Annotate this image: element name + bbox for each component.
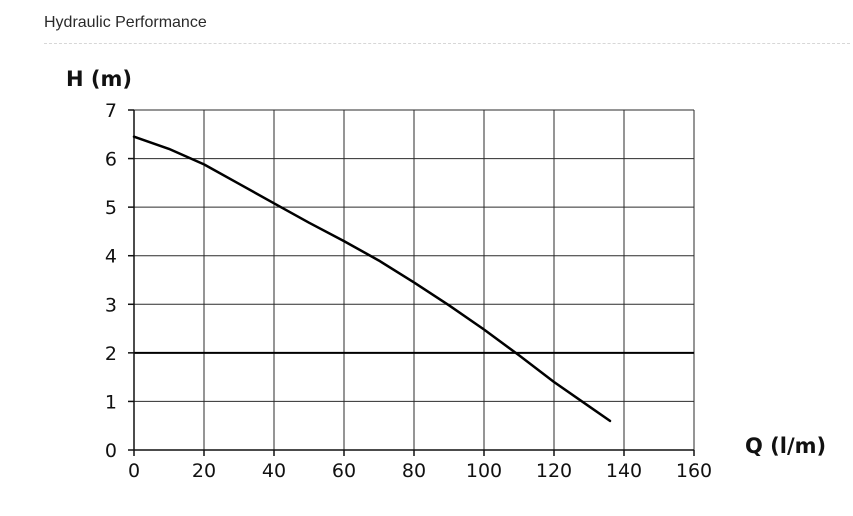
y-tick-label: 0 xyxy=(105,440,117,462)
x-tick-label: 140 xyxy=(606,460,642,482)
curve-layer xyxy=(132,135,612,423)
section-title: Hydraulic Performance xyxy=(44,14,207,31)
y-tick-label: 3 xyxy=(105,294,117,316)
y-tick-label: 5 xyxy=(105,197,117,219)
x-tick-label: 100 xyxy=(466,460,502,482)
x-tick-label: 0 xyxy=(128,460,140,482)
section-divider xyxy=(44,43,850,44)
x-axis-label: Q (l/m) xyxy=(745,434,826,458)
x-tick-label: 60 xyxy=(332,460,356,482)
performance-curve xyxy=(132,135,612,423)
x-tick-label: 80 xyxy=(402,460,426,482)
y-tick-label: 2 xyxy=(105,343,117,365)
y-axis-label: H (m) xyxy=(66,67,132,91)
x-tick-label: 120 xyxy=(536,460,572,482)
y-tick-label: 1 xyxy=(105,391,117,413)
y-tick-label: 7 xyxy=(105,100,117,122)
x-tick-label: 20 xyxy=(192,460,216,482)
chart-grid xyxy=(128,109,695,456)
x-tick-label: 160 xyxy=(676,460,712,482)
y-tick-label: 6 xyxy=(105,149,117,171)
x-axis-ticks: 0 20 40 60 80 100 120 140 160 xyxy=(128,460,712,482)
x-tick-label: 40 xyxy=(262,460,286,482)
y-axis-ticks: 0 1 2 3 4 5 6 7 xyxy=(105,100,117,462)
y-tick-label: 4 xyxy=(105,246,117,268)
